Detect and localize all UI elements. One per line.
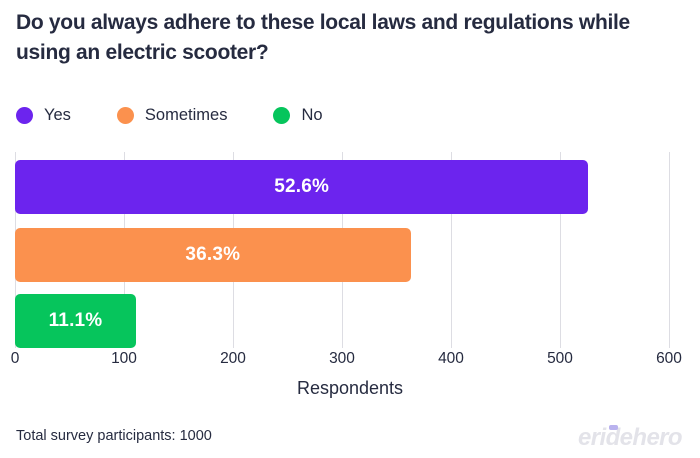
eridehero-logo: eridehero: [578, 424, 683, 452]
bar-fill: 52.6%: [15, 160, 589, 214]
bar-group: 52.6% 36.3% 11.1%: [15, 152, 669, 348]
legend-swatch-icon: [116, 107, 134, 124]
bar-yes[interactable]: 52.6%: [15, 160, 589, 214]
bar-no[interactable]: 11.1%: [15, 294, 136, 348]
total-participants-note: Total survey participants: 1000: [16, 428, 212, 444]
chart-title-line-1: Do you always adhere to these local laws…: [16, 11, 574, 34]
x-tick-label-400: 400: [438, 350, 464, 367]
x-tick-label-300: 300: [329, 350, 355, 367]
x-tick-label-100: 100: [111, 350, 137, 367]
legend-item-sometimes[interactable]: Sometimes: [116, 106, 228, 125]
eridehero-logo-text: eridehero: [578, 424, 683, 451]
chart-title-line-2: while using an electric scooter?: [16, 11, 630, 64]
bar-fill: 36.3%: [15, 228, 411, 282]
legend-item-label: No: [301, 106, 323, 124]
plot-area: 52.6% 36.3% 11.1%: [15, 152, 670, 348]
bar-fill: 11.1%: [15, 294, 136, 348]
x-tick-label-600: 600: [656, 350, 682, 367]
chart-title: Do you always adhere to these local laws…: [16, 8, 684, 68]
bar-value-label: 52.6%: [274, 176, 330, 197]
x-tick-label-500: 500: [547, 350, 573, 367]
x-tick-label-200: 200: [220, 350, 246, 367]
logo-accent-mark: [609, 425, 619, 430]
bar-value-label: 11.1%: [48, 310, 103, 331]
gridline-600: [669, 152, 670, 348]
x-axis-ticks: 0 100 200 300 400 500 600: [11, 350, 682, 372]
legend-item-label: Sometimes: [144, 106, 228, 124]
bar-value-label: 36.3%: [185, 244, 241, 265]
legend-item-yes[interactable]: Yes: [16, 106, 71, 125]
bar-sometimes[interactable]: 36.3%: [15, 228, 411, 282]
x-axis-title: Respondents: [296, 378, 404, 398]
x-tick-label-0: 0: [10, 350, 20, 367]
legend-item-no[interactable]: No: [273, 106, 323, 125]
legend-item-label: Yes: [44, 106, 71, 124]
legend-swatch-icon: [273, 107, 291, 124]
chart-legend: Yes Sometimes No: [16, 106, 369, 125]
legend-swatch-icon: [16, 107, 33, 124]
